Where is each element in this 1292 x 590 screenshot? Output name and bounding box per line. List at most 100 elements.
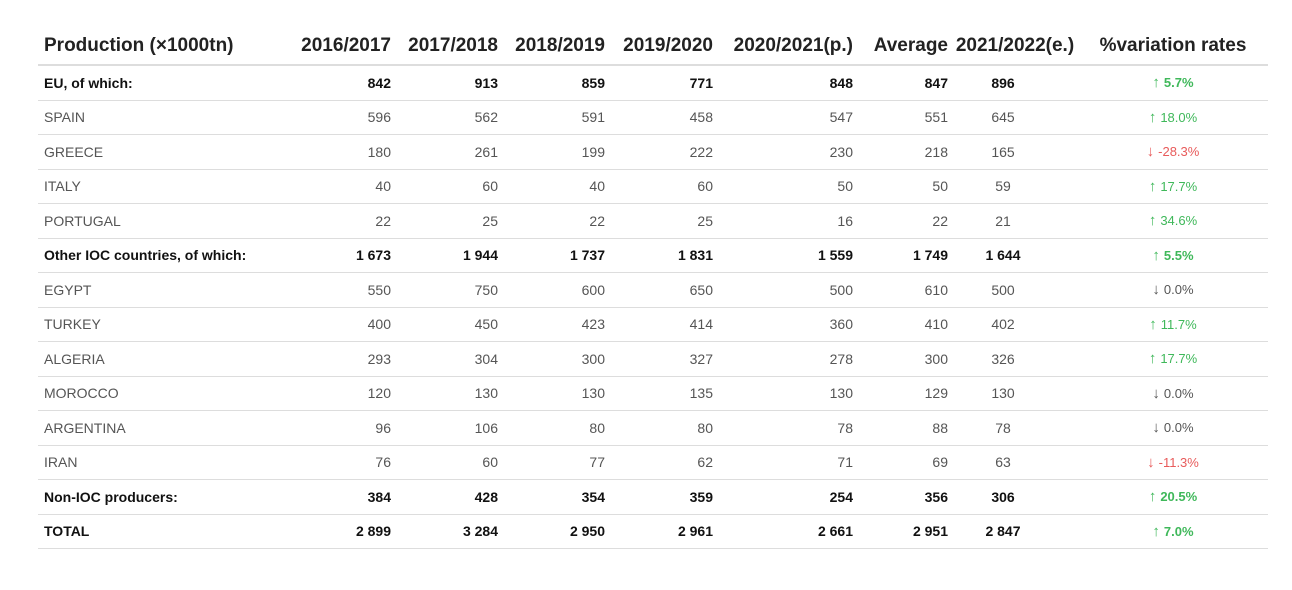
table-cell: 76 <box>290 445 395 480</box>
row-label: ARGENTINA <box>38 410 290 446</box>
variation-cell: ↑ 5.5% <box>1082 238 1268 273</box>
table-cell: 402 <box>952 307 1082 342</box>
variation-cell: ↓ -28.3% <box>1082 134 1268 170</box>
column-header-production: Production (×1000tn) <box>38 28 290 66</box>
table-cell: 77 <box>502 445 609 480</box>
variation-rate: -11.3% <box>1158 454 1199 470</box>
arrow-up-icon: ↑ <box>1152 522 1160 540</box>
variation-rate: 20.5% <box>1160 489 1198 505</box>
row-label: Non-IOC producers: <box>38 479 290 515</box>
row-label: IRAN <box>38 445 290 480</box>
table-cell: 1 737 <box>502 238 609 273</box>
variation-cell: ↓ 0.0% <box>1082 272 1268 308</box>
table-cell: 645 <box>952 100 1082 135</box>
variation-cell: ↑ 34.6% <box>1082 203 1268 239</box>
table-cell: 500 <box>952 272 1082 308</box>
table-cell: 62 <box>609 445 717 480</box>
row-label: TOTAL <box>38 514 290 549</box>
production-table-container: Production (×1000tn) 2016/2017 2017/2018… <box>38 28 1268 549</box>
arrow-up-icon: ↑ <box>1149 315 1157 333</box>
table-cell: 327 <box>609 341 717 377</box>
variation-cell: ↓ 0.0% <box>1082 410 1268 446</box>
table-cell: 896 <box>952 65 1082 101</box>
table-cell: 2 951 <box>857 514 952 549</box>
table-cell: 306 <box>952 479 1082 515</box>
table-cell: 913 <box>395 65 502 101</box>
table-cell: 600 <box>502 272 609 308</box>
table-cell: 165 <box>952 134 1082 170</box>
table-cell: 1 831 <box>609 238 717 273</box>
table-cell: 80 <box>502 410 609 446</box>
table-cell: 22 <box>290 203 395 239</box>
table-cell: 771 <box>609 65 717 101</box>
row-label: EGYPT <box>38 272 290 308</box>
table-cell: 130 <box>502 376 609 411</box>
production-table: Production (×1000tn) 2016/2017 2017/2018… <box>38 28 1268 549</box>
arrow-down-icon: ↓ <box>1147 453 1155 471</box>
table-cell: 78 <box>717 410 857 446</box>
table-cell: 25 <box>395 203 502 239</box>
table-cell: 16 <box>717 203 857 239</box>
table-cell: 359 <box>609 479 717 515</box>
table-cell: 78 <box>952 410 1082 446</box>
arrow-up-icon: ↑ <box>1152 74 1160 92</box>
table-row: TURKEY 400 450 423 414 360 410 402 ↑ 11.7% <box>38 307 1268 342</box>
table-cell: 360 <box>717 307 857 342</box>
table-cell: 550 <box>290 272 395 308</box>
table-cell: 596 <box>290 100 395 135</box>
table-row: ARGENTINA 96 106 80 80 78 88 78 ↓ 0.0% <box>38 410 1268 446</box>
table-cell: 450 <box>395 307 502 342</box>
table-cell: 254 <box>717 479 857 515</box>
arrow-up-icon: ↑ <box>1152 246 1160 264</box>
table-cell: 59 <box>952 169 1082 204</box>
header-row: Production (×1000tn) 2016/2017 2017/2018… <box>38 28 1268 66</box>
row-label: PORTUGAL <box>38 203 290 239</box>
table-cell: 2 661 <box>717 514 857 549</box>
variation-rate: 7.0% <box>1163 523 1194 539</box>
table-cell: 80 <box>609 410 717 446</box>
column-header-2016-2017: 2016/2017 <box>290 28 395 66</box>
table-cell: 859 <box>502 65 609 101</box>
table-cell: 423 <box>502 307 609 342</box>
variation-rate: 5.7% <box>1163 75 1194 91</box>
table-cell: 22 <box>857 203 952 239</box>
arrow-up-icon: ↑ <box>1148 212 1157 230</box>
table-row: Non-IOC producers: 384 428 354 359 254 356 306 ↑… <box>38 479 1268 515</box>
variation-cell: ↑ 18.0% <box>1082 100 1268 135</box>
table-cell: 2 847 <box>952 514 1082 549</box>
variation-cell: ↑ 17.7% <box>1082 169 1268 204</box>
table-cell: 135 <box>609 376 717 411</box>
table-cell: 120 <box>290 376 395 411</box>
variation-rate: -28.3% <box>1158 144 1200 160</box>
table-row: Other IOC countries, of which: 1 673 1 944… <box>38 238 1268 273</box>
variation-rate: 17.7% <box>1160 351 1198 367</box>
table-cell: 848 <box>717 65 857 101</box>
table-cell: 750 <box>395 272 502 308</box>
variation-cell: ↑ 20.5% <box>1082 479 1268 515</box>
table-cell: 25 <box>609 203 717 239</box>
table-cell: 458 <box>609 100 717 135</box>
table-row: SPAIN 596 562 591 458 547 551 645 ↑ 18.0% <box>38 100 1268 135</box>
row-label: MOROCCO <box>38 376 290 411</box>
table-cell: 130 <box>952 376 1082 411</box>
table-cell: 326 <box>952 341 1082 377</box>
variation-rate: 5.5% <box>1163 247 1194 263</box>
column-header-2020-2021: 2020/2021(p.) <box>717 28 857 66</box>
table-cell: 278 <box>717 341 857 377</box>
table-cell: 547 <box>717 100 857 135</box>
table-cell: 60 <box>609 169 717 204</box>
table-cell: 199 <box>502 134 609 170</box>
table-cell: 230 <box>717 134 857 170</box>
table-cell: 1 944 <box>395 238 502 273</box>
table-cell: 356 <box>857 479 952 515</box>
table-cell: 410 <box>857 307 952 342</box>
table-cell: 88 <box>857 410 952 446</box>
arrow-up-icon: ↑ <box>1148 488 1157 506</box>
table-row: PORTUGAL 22 25 22 25 16 22 21 ↑ 34.6% <box>38 203 1268 239</box>
variation-cell: ↓ -11.3% <box>1082 445 1268 480</box>
row-label: ITALY <box>38 169 290 204</box>
arrow-down-icon: ↓ <box>1146 143 1155 161</box>
table-cell: 1 673 <box>290 238 395 273</box>
arrow-down-icon: ↓ <box>1152 419 1160 437</box>
variation-rate: 0.0% <box>1163 420 1194 436</box>
